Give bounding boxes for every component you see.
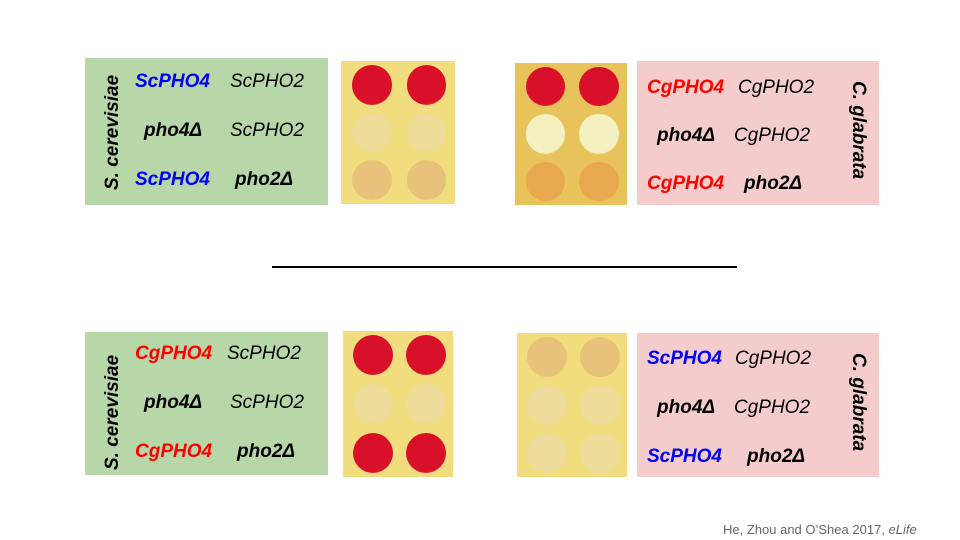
plate-image [343, 331, 453, 477]
colony-spot [405, 432, 446, 473]
divider-line [272, 266, 737, 268]
colony-spot [351, 65, 392, 105]
colony-spot [352, 384, 393, 424]
genotype-label: ScPHO2 [230, 392, 304, 413]
genotype-label: CgPHO2 [735, 348, 812, 369]
colony-spot [406, 65, 447, 105]
citation-journal: eLife [888, 522, 917, 537]
genotype-label: CgPHO4 [135, 441, 213, 462]
colony-spot [525, 67, 565, 107]
genotype-label: ScPHO4 [647, 348, 722, 369]
genotype-label: ScPHO2 [230, 120, 304, 141]
plate-image [515, 63, 627, 205]
colony-spot [579, 114, 619, 154]
colony-spot [579, 67, 619, 107]
panel-top-left: S. cerevisiae ScPHO4 ScPHO2 pho4Δ ScPHO2… [85, 58, 328, 205]
citation-authors: He, Zhou and O’Shea 2017, [723, 522, 889, 537]
colony-spot [579, 161, 619, 201]
colony-spot [526, 433, 567, 473]
species-label: S. cerevisiae [102, 354, 123, 470]
colony-spot [579, 337, 620, 377]
genotype-label: pho4Δ [657, 125, 716, 146]
colony-spot [405, 335, 446, 376]
genotype-label: pho2Δ [744, 173, 803, 194]
genotype-label: CgPHO2 [738, 77, 815, 98]
colony-spot [351, 160, 392, 200]
genotype-label: CgPHO4 [647, 77, 725, 98]
genotype-label: CgPHO4 [135, 343, 213, 364]
colony-spot [351, 112, 392, 153]
genotype-label: pho2Δ [237, 441, 296, 462]
panel-bottom-right: C. glabrata ScPHO4 CgPHO2 pho4Δ CgPHO2 S… [637, 333, 879, 477]
genotype-label: CgPHO2 [734, 397, 811, 418]
genotype-label: ScPHO4 [135, 169, 210, 190]
genotype-label: pho4Δ [657, 397, 716, 418]
species-label: C. glabrata [848, 353, 869, 452]
colony-spot [352, 335, 393, 376]
colony-spot [406, 160, 447, 200]
colony-spot [405, 384, 446, 424]
plate-image [341, 61, 455, 204]
colony-spot [579, 385, 620, 425]
genotype-label: pho2Δ [747, 446, 806, 467]
genotype-label: ScPHO4 [135, 71, 210, 92]
plate-image [517, 333, 627, 477]
citation: He, Zhou and O’Shea 2017, eLife [723, 522, 917, 537]
genotype-label: ScPHO2 [227, 343, 301, 364]
colony-spot [579, 433, 620, 473]
species-label: C. glabrata [848, 81, 869, 180]
genotype-label: ScPHO2 [230, 71, 304, 92]
colony-spot [526, 337, 567, 377]
genotype-label: CgPHO4 [647, 173, 725, 194]
panel-top-right: C. glabrata CgPHO4 CgPHO2 pho4Δ CgPHO2 C… [637, 61, 879, 205]
colony-spot [525, 161, 565, 201]
genotype-label: CgPHO2 [734, 125, 811, 146]
genotype-label: pho2Δ [235, 169, 294, 190]
genotype-label: ScPHO4 [647, 446, 722, 467]
colony-spot [352, 432, 393, 473]
colony-spot [526, 385, 567, 425]
species-label: S. cerevisiae [102, 74, 123, 190]
genotype-label: pho4Δ [144, 120, 203, 141]
colony-spot [406, 112, 447, 153]
panel-bottom-left: S. cerevisiae CgPHO4 ScPHO2 pho4Δ ScPHO2… [85, 332, 328, 475]
genotype-label: pho4Δ [144, 392, 203, 413]
colony-spot [525, 114, 565, 154]
